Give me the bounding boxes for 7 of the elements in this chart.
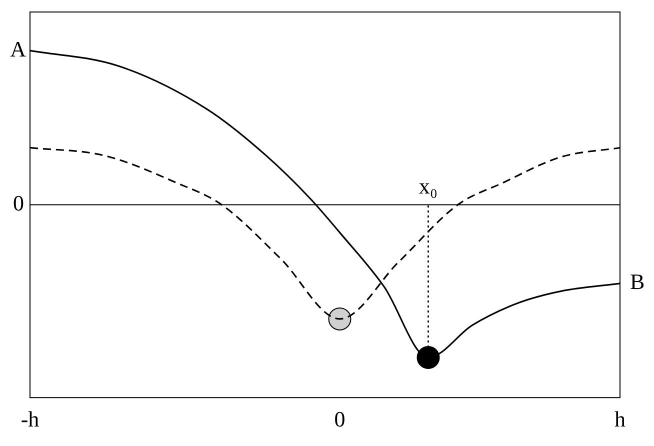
annotation: B bbox=[630, 269, 645, 294]
x-tick-label: h bbox=[614, 406, 626, 432]
annotation: A bbox=[10, 36, 26, 62]
ref-line-label: 0 bbox=[13, 190, 24, 216]
annotation: x₀ bbox=[418, 174, 438, 199]
x-tick-label: -h bbox=[20, 406, 40, 432]
x-tick-label: 0 bbox=[334, 406, 346, 432]
